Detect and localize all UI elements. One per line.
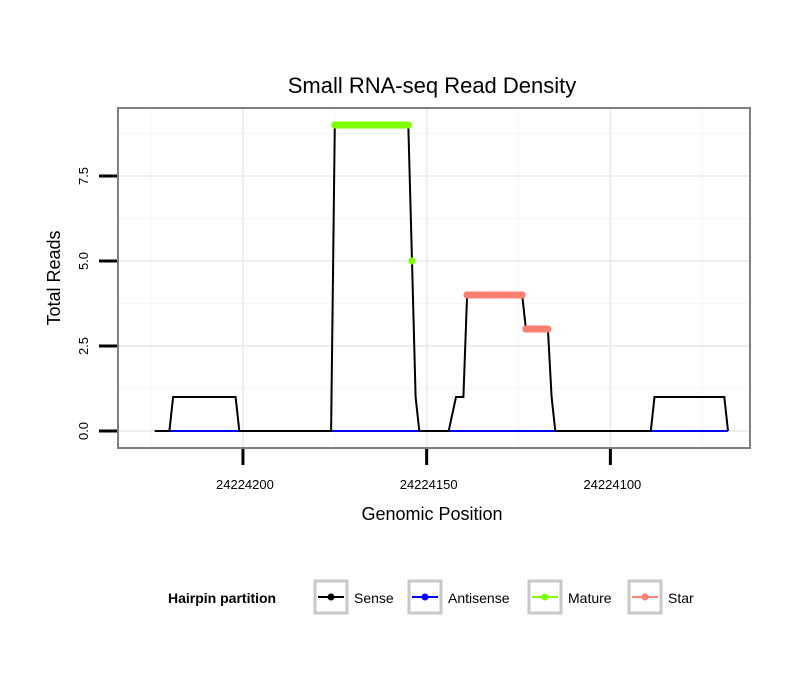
legend-item-antisense: Antisense (407, 579, 510, 615)
y-tick-label: 0.0 (76, 422, 91, 440)
legend-label: Antisense (448, 590, 510, 606)
y-axis-title: Total Reads (44, 230, 64, 325)
series-point-mature (404, 121, 412, 129)
legend-label: Sense (354, 590, 394, 606)
legend-key-dot (541, 593, 549, 601)
legend-item-mature: Mature (527, 579, 612, 615)
y-tick-label: 7.5 (76, 167, 91, 185)
series-point-mature (408, 257, 416, 265)
legend-title: Hairpin partition (168, 590, 276, 606)
legend-item-sense: Sense (313, 579, 394, 615)
legend-label: Mature (568, 590, 612, 606)
y-tick-label: 5.0 (76, 252, 91, 270)
x-tick-label: 24224200 (216, 477, 274, 492)
series-point-star (518, 291, 526, 299)
series-lines (154, 124, 729, 432)
x-axis-title: Genomic Position (361, 504, 502, 524)
legend-key-dot (421, 593, 429, 601)
grid-lines (119, 109, 749, 447)
legend-item-star: Star (627, 579, 694, 615)
x-tick-label: 24224100 (583, 477, 641, 492)
x-tick-label: 24224150 (400, 477, 458, 492)
series-markers (331, 121, 552, 333)
chart-title: Small RNA-seq Read Density (288, 73, 577, 98)
plot-panel (117, 107, 751, 449)
legend-key-dot (327, 593, 335, 601)
series-point-star (544, 325, 552, 333)
legend: Hairpin partition Sense Antisense Mature St… (168, 579, 694, 615)
series-line-sense (154, 124, 729, 432)
y-tick-label: 2.5 (76, 337, 91, 355)
legend-key-dot (641, 593, 649, 601)
legend-label: Star (668, 590, 694, 606)
axes: 24224200 24224150 24224100 0.0 2.5 5.0 7.5 (76, 167, 641, 492)
